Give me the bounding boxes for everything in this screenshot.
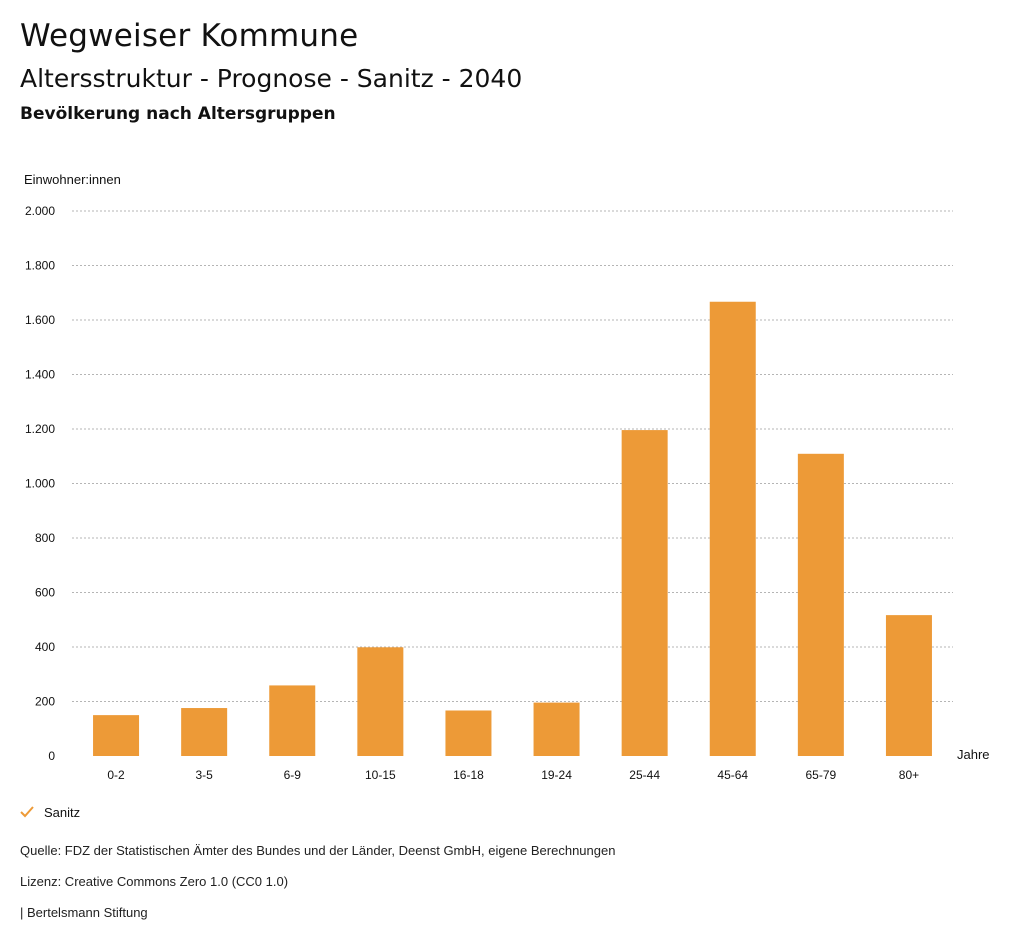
source-note: Quelle: FDZ der Statistischen Ämter des … [20,843,616,858]
page-title: Wegweiser Kommune [20,18,359,54]
bar-chart: Einwohner:innen 0 200 400 600 800 1.000 1.200 1… [24,172,990,782]
bar-80+[interactable] [885,615,932,756]
x-tick-label: 3-5 [195,768,213,782]
x-tick-label: 25-44 [629,768,660,782]
bars [93,301,932,756]
y-tick-label: 600 [35,586,55,600]
x-tick-label: 6-9 [284,768,302,782]
chart-heading: Bevölkerung nach Altersgruppen [20,104,336,124]
x-axis-ticks: 0-2 3-5 6-9 10-15 16-18 19-24 25-44 45-64 65-79 8… [107,768,919,782]
x-tick-label: 65-79 [805,768,836,782]
y-tick-label: 1.200 [25,422,55,436]
x-tick-label: 19-24 [541,768,572,782]
bar-45-64[interactable] [709,301,756,756]
y-tick-label: 1.000 [25,477,55,491]
legend-item-sanitz[interactable]: Sanitz [18,803,80,821]
y-tick-label: 1.600 [25,313,55,327]
publisher-note: | Bertelsmann Stiftung [20,905,148,920]
grid-lines [72,210,953,702]
x-tick-label: 45-64 [717,768,748,782]
x-axis-label: Jahre [957,747,990,762]
x-tick-label: 16-18 [453,768,484,782]
bar-25-44[interactable] [621,430,668,756]
bar-0-2[interactable] [93,715,140,756]
y-axis-label: Einwohner:innen [24,172,121,187]
bar-6-9[interactable] [269,685,316,756]
x-tick-label: 0-2 [107,768,125,782]
chart-subtitle: Altersstruktur - Prognose - Sanitz - 204… [20,64,523,93]
bar-16-18[interactable] [445,710,492,756]
y-tick-label: 200 [35,695,55,709]
y-tick-label: 400 [35,640,55,654]
x-tick-label: 80+ [899,768,919,782]
y-tick-label: 1.400 [25,368,55,382]
y-axis-ticks: 0 200 400 600 800 1.000 1.200 1.400 1.600 1.800 2.… [25,204,55,763]
check-icon [18,803,36,821]
y-tick-label: 800 [35,531,55,545]
y-tick-label: 0 [48,749,55,763]
y-tick-label: 1.800 [25,259,55,273]
x-tick-label: 10-15 [365,768,396,782]
bar-3-5[interactable] [181,708,228,756]
legend-label: Sanitz [44,804,81,820]
bar-65-79[interactable] [797,453,844,756]
bar-10-15[interactable] [357,647,404,756]
y-tick-label: 2.000 [25,204,55,218]
license-note: Lizenz: Creative Commons Zero 1.0 (CC0 1… [20,874,289,889]
bar-19-24[interactable] [533,702,580,756]
